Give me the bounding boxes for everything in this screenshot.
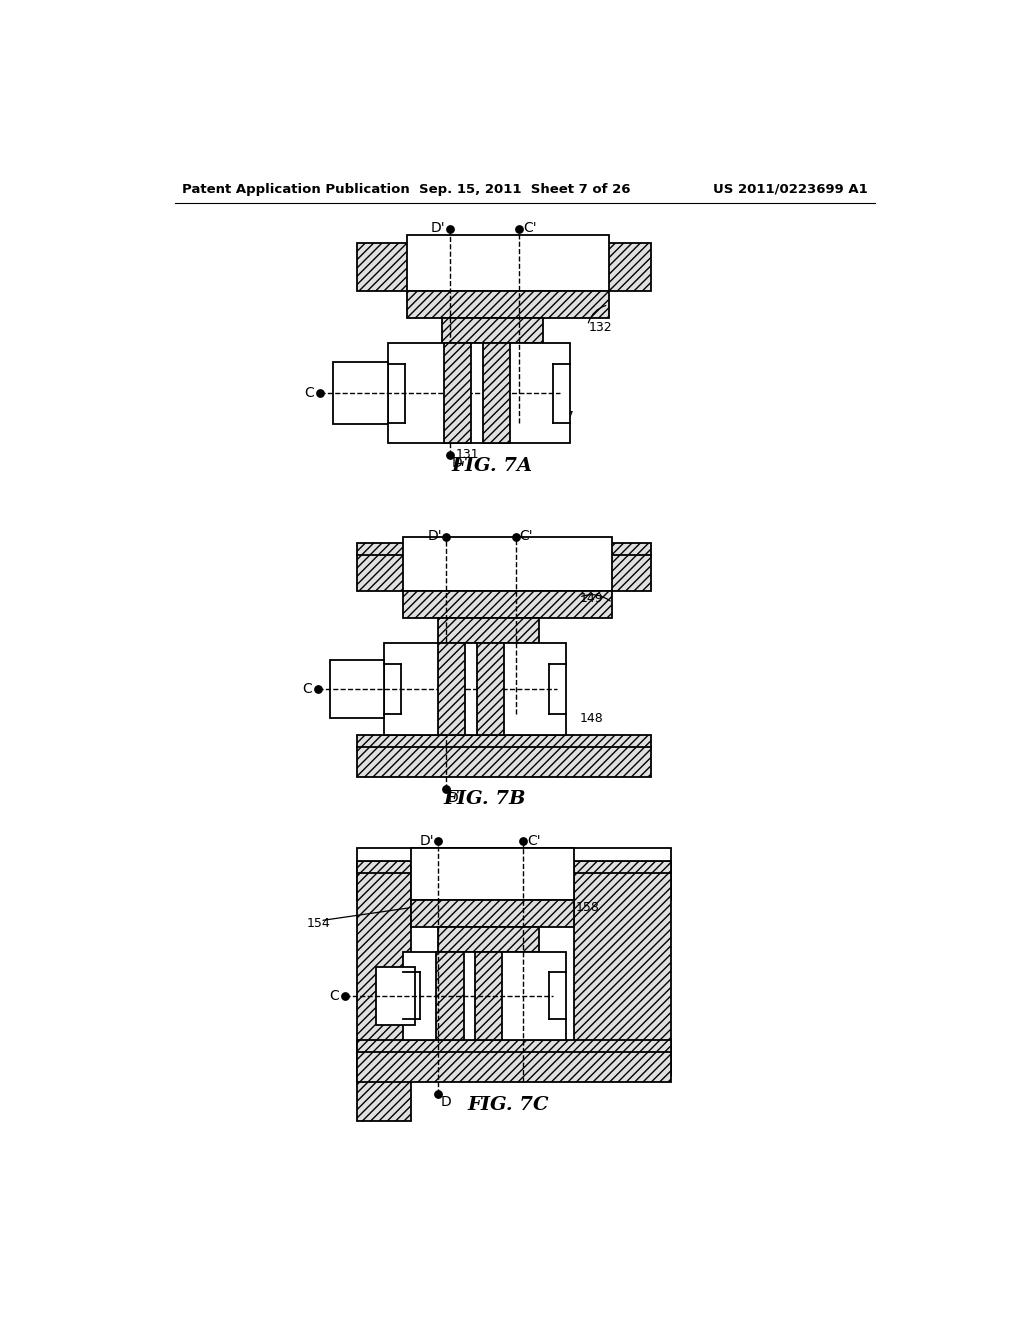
- Text: D': D': [427, 529, 442, 544]
- Bar: [403, 952, 566, 1040]
- Bar: [356, 1040, 671, 1082]
- Bar: [573, 862, 671, 1074]
- Bar: [356, 735, 651, 777]
- Text: Sep. 15, 2011  Sheet 7 of 26: Sep. 15, 2011 Sheet 7 of 26: [419, 182, 631, 195]
- Point: [430, 830, 446, 851]
- Bar: [403, 591, 612, 618]
- Bar: [477, 643, 504, 735]
- Text: 158: 158: [575, 902, 600, 915]
- Bar: [376, 966, 415, 1024]
- Point: [437, 779, 454, 800]
- Bar: [356, 862, 411, 1121]
- Text: FIG. 7C: FIG. 7C: [467, 1097, 549, 1114]
- Bar: [388, 343, 569, 444]
- Text: 132: 132: [589, 321, 612, 334]
- Bar: [438, 927, 539, 952]
- Bar: [483, 343, 510, 444]
- Text: D: D: [452, 457, 463, 470]
- Bar: [356, 847, 671, 862]
- Text: C': C': [523, 222, 537, 235]
- Bar: [442, 318, 543, 343]
- Text: 107: 107: [550, 409, 574, 422]
- Bar: [330, 660, 384, 718]
- Text: 149: 149: [580, 593, 603, 606]
- Bar: [384, 643, 566, 735]
- Point: [441, 219, 458, 240]
- Point: [337, 985, 353, 1006]
- Bar: [403, 537, 612, 591]
- Bar: [407, 235, 608, 290]
- Bar: [411, 900, 573, 927]
- Text: C: C: [302, 682, 311, 696]
- Bar: [356, 862, 671, 900]
- Text: D': D': [431, 222, 445, 235]
- Bar: [444, 343, 471, 444]
- Point: [437, 527, 454, 548]
- Bar: [407, 290, 608, 318]
- Text: US 2011/0223699 A1: US 2011/0223699 A1: [713, 182, 867, 195]
- Text: Patent Application Publication: Patent Application Publication: [182, 182, 410, 195]
- Text: C: C: [329, 989, 339, 1003]
- Point: [312, 383, 329, 404]
- Bar: [334, 363, 388, 424]
- Text: 131: 131: [456, 449, 479, 462]
- Point: [515, 830, 531, 851]
- Bar: [438, 618, 539, 643]
- Bar: [356, 544, 651, 591]
- Point: [309, 678, 326, 700]
- Bar: [475, 952, 503, 1040]
- Point: [430, 1084, 446, 1105]
- Text: C': C': [519, 529, 534, 544]
- Text: C: C: [304, 387, 314, 400]
- Text: D: D: [449, 791, 459, 805]
- Text: FIG. 7A: FIG. 7A: [452, 458, 532, 475]
- Text: D': D': [420, 834, 434, 847]
- Text: 154: 154: [306, 916, 330, 929]
- Bar: [356, 243, 651, 290]
- Point: [511, 219, 527, 240]
- Bar: [438, 643, 465, 735]
- Text: C': C': [527, 834, 541, 847]
- Bar: [411, 847, 573, 900]
- Bar: [436, 952, 464, 1040]
- Text: FIG. 7B: FIG. 7B: [443, 791, 525, 808]
- Point: [507, 527, 523, 548]
- Text: 148: 148: [580, 711, 603, 725]
- Text: D: D: [440, 1096, 452, 1110]
- Point: [441, 445, 458, 466]
